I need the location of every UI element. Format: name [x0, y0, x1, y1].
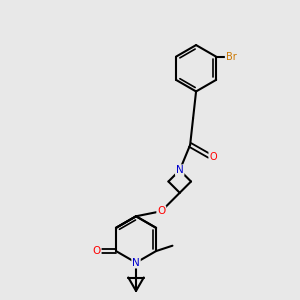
- Text: O: O: [209, 152, 217, 162]
- Text: N: N: [176, 165, 184, 175]
- Text: Br: Br: [226, 52, 236, 62]
- Text: N: N: [132, 258, 140, 268]
- Text: O: O: [157, 206, 165, 216]
- Text: O: O: [92, 246, 101, 256]
